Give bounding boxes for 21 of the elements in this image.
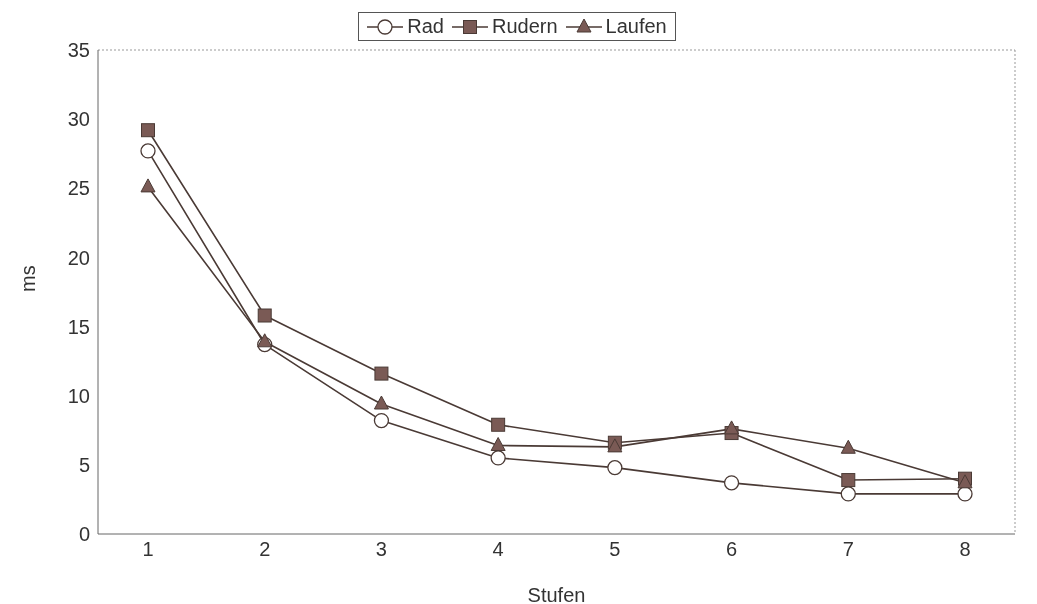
legend-label: Rad — [406, 15, 444, 38]
x-axis-title: Stufen — [527, 584, 586, 604]
x-tick-label: 2 — [259, 538, 271, 561]
x-tick-label: 3 — [375, 538, 387, 561]
y-tick-label: 15 — [67, 315, 90, 338]
x-tick-label: 1 — [142, 538, 154, 561]
legend-label: Rudern — [490, 15, 558, 38]
y-tick-label: 0 — [78, 523, 90, 546]
legend-label: Laufen — [604, 15, 667, 38]
y-tick-label: 20 — [67, 246, 90, 269]
y-tick-label: 5 — [78, 453, 90, 476]
y-axis-title: ms — [17, 265, 40, 292]
x-tick-label: 4 — [492, 538, 504, 561]
x-tick-label: 6 — [726, 538, 738, 561]
x-tick-label: 5 — [609, 538, 621, 561]
y-tick-label: 25 — [67, 177, 90, 200]
x-tick-label: 8 — [959, 538, 971, 561]
y-tick-label: 35 — [67, 39, 90, 62]
x-tick-label: 7 — [842, 538, 854, 561]
y-tick-label: 30 — [67, 108, 90, 131]
y-tick-label: 10 — [67, 384, 90, 407]
